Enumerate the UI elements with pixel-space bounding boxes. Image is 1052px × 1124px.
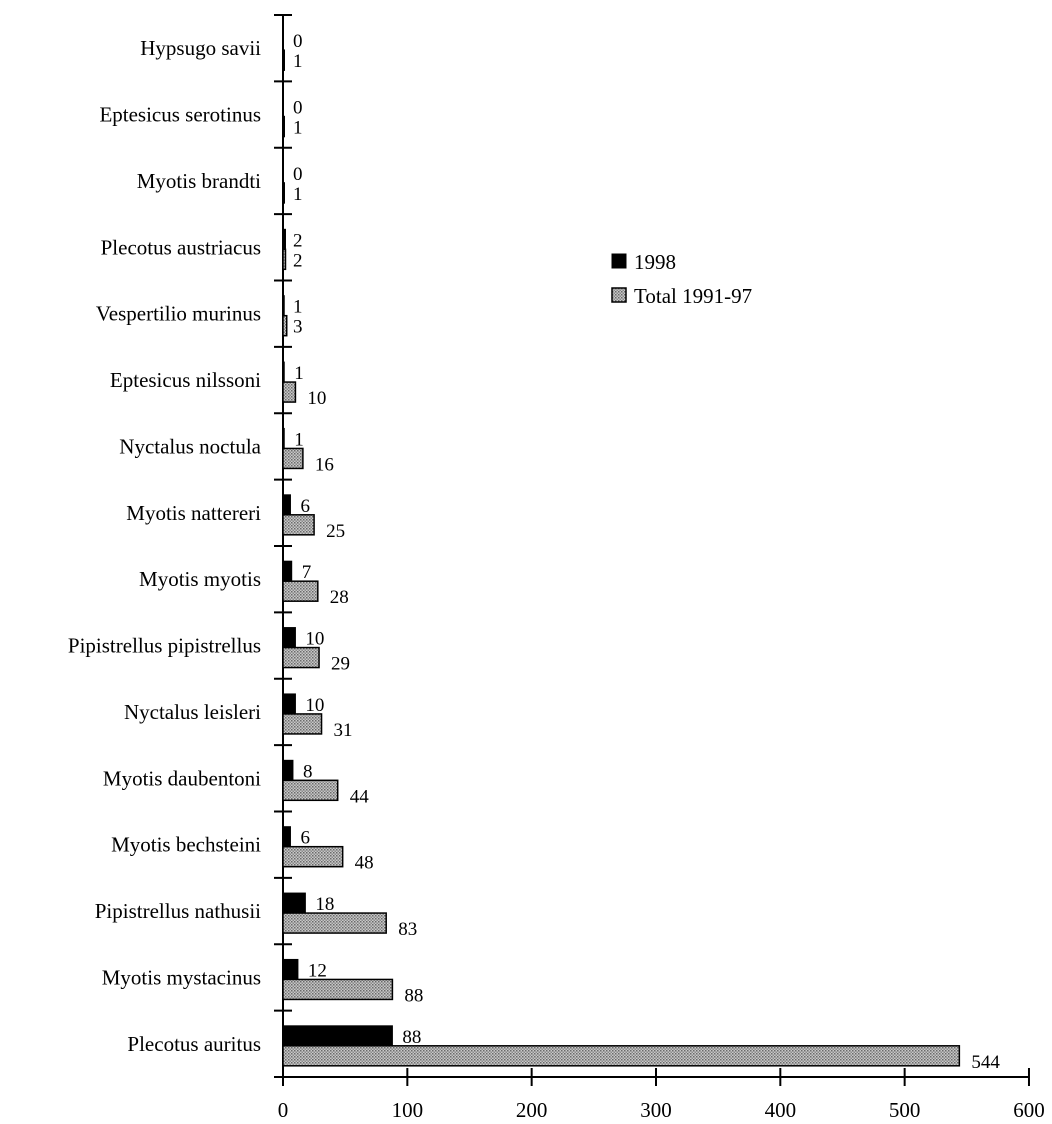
x-tick-label: 300: [640, 1098, 672, 1122]
data-label-1998: 10: [305, 695, 324, 716]
category-label: Plecotus auritus: [127, 1032, 261, 1056]
bar-1998: [282, 892, 306, 914]
data-label-1998: 10: [305, 629, 324, 650]
category-label: Myotis bechsteini: [111, 833, 261, 857]
category-label: Nyctalus noctula: [119, 434, 261, 458]
bar-total-1991-97: [282, 1045, 961, 1067]
category-label: Pipistrellus nathusii: [95, 899, 261, 923]
bar-total-1991-97: [282, 713, 323, 735]
data-label-1998: 2: [293, 230, 303, 251]
data-label-1998: 1: [294, 429, 304, 450]
data-label-1998: 1: [293, 297, 303, 318]
category-label: Eptesicus serotinus: [99, 103, 261, 127]
bar-total-1991-97: [282, 514, 315, 536]
bar-1998: [282, 826, 291, 848]
x-tick-label: 400: [765, 1098, 797, 1122]
data-label-1998: 0: [293, 98, 303, 119]
data-label-1998: 6: [300, 828, 310, 849]
data-label-total-1991-97: 48: [355, 853, 374, 874]
x-tick-label: 0: [278, 1098, 289, 1122]
category-label: Myotis myotis: [139, 567, 261, 591]
bar-1998: [282, 361, 285, 383]
category-label: Nyctalus leisleri: [124, 700, 261, 724]
data-label-total-1991-97: 1: [293, 118, 303, 139]
bar-total-1991-97: [282, 912, 387, 934]
data-label-1998: 88: [402, 1027, 421, 1048]
data-label-total-1991-97: 88: [404, 985, 423, 1006]
category-label: Vespertilio murinus: [96, 302, 261, 326]
x-tick-label: 600: [1013, 1098, 1045, 1122]
bar-total-1991-97: [282, 49, 285, 71]
data-label-1998: 18: [315, 894, 334, 915]
category-label: Hypsugo savii: [140, 36, 261, 60]
bars: [282, 49, 961, 1067]
bar-total-1991-97: [282, 381, 297, 403]
data-label-total-1991-97: 2: [293, 250, 303, 271]
category-label: Myotis brandti: [137, 169, 261, 193]
category-label: Eptesicus nilssoni: [110, 368, 261, 392]
bar-total-1991-97: [282, 580, 319, 602]
data-label-total-1991-97: 16: [315, 454, 334, 475]
data-label-total-1991-97: 31: [334, 720, 353, 741]
data-label-total-1991-97: 10: [307, 388, 326, 409]
data-label-total-1991-97: 25: [326, 521, 345, 542]
x-tick-label: 500: [889, 1098, 921, 1122]
bar-total-1991-97: [282, 314, 288, 337]
category-label: Pipistrellus pipistrellus: [68, 634, 261, 658]
category-label: Myotis mystacinus: [102, 965, 261, 989]
bar-1998: [282, 228, 286, 250]
bar-total-1991-97: [282, 115, 285, 138]
bar-1998: [282, 693, 296, 715]
data-label-1998: 1: [294, 363, 304, 384]
legend-label-1998: 1998: [634, 250, 676, 274]
bar-total-1991-97: [282, 248, 287, 271]
category-label: Plecotus austriacus: [101, 235, 261, 259]
data-label-1998: 0: [293, 164, 303, 185]
data-label-1998: 7: [302, 562, 312, 583]
bar-total-1991-97: [282, 779, 339, 802]
data-label-total-1991-97: 3: [293, 317, 303, 338]
bar-1998: [282, 1025, 393, 1047]
data-label-total-1991-97: 1: [293, 51, 303, 72]
bar-total-1991-97: [282, 845, 344, 868]
bar-total-1991-97: [282, 646, 320, 669]
legend-swatch-1998: [611, 253, 627, 269]
category-label: Myotis nattereri: [126, 501, 261, 525]
bar-1998: [282, 627, 296, 649]
data-label-1998: 6: [300, 496, 310, 517]
data-label-total-1991-97: 29: [331, 654, 350, 675]
bar-total-1991-97: [282, 182, 285, 204]
category-label: Myotis daubentoni: [103, 766, 261, 790]
data-label-total-1991-97: 28: [330, 587, 349, 608]
data-label-total-1991-97: 44: [350, 786, 370, 807]
legend-swatch-total-1991-97: [611, 287, 627, 303]
data-label-1998: 12: [308, 960, 327, 981]
bar-1998: [282, 295, 285, 317]
legend-label-total-1991-97: Total 1991-97: [634, 284, 752, 308]
data-label-total-1991-97: 544: [971, 1052, 1000, 1073]
legend: 1998 Total 1991-97: [611, 250, 752, 308]
x-tick-label: 100: [392, 1098, 424, 1122]
bar-total-1991-97: [282, 978, 394, 1001]
data-label-1998: 0: [293, 31, 303, 52]
bar-total-1991-97: [282, 447, 304, 470]
x-tick-label: 200: [516, 1098, 548, 1122]
data-label-total-1991-97: 1: [293, 184, 303, 205]
bar-1998: [282, 494, 291, 516]
axes: 0 100 200 300 400 500 600: [274, 14, 1045, 1122]
bar-1998: [282, 560, 293, 582]
data-label-1998: 8: [303, 761, 313, 782]
data-label-total-1991-97: 83: [398, 919, 417, 940]
bar-1998: [282, 427, 285, 449]
bar-1998: [282, 759, 294, 781]
bar-1998: [282, 958, 299, 980]
